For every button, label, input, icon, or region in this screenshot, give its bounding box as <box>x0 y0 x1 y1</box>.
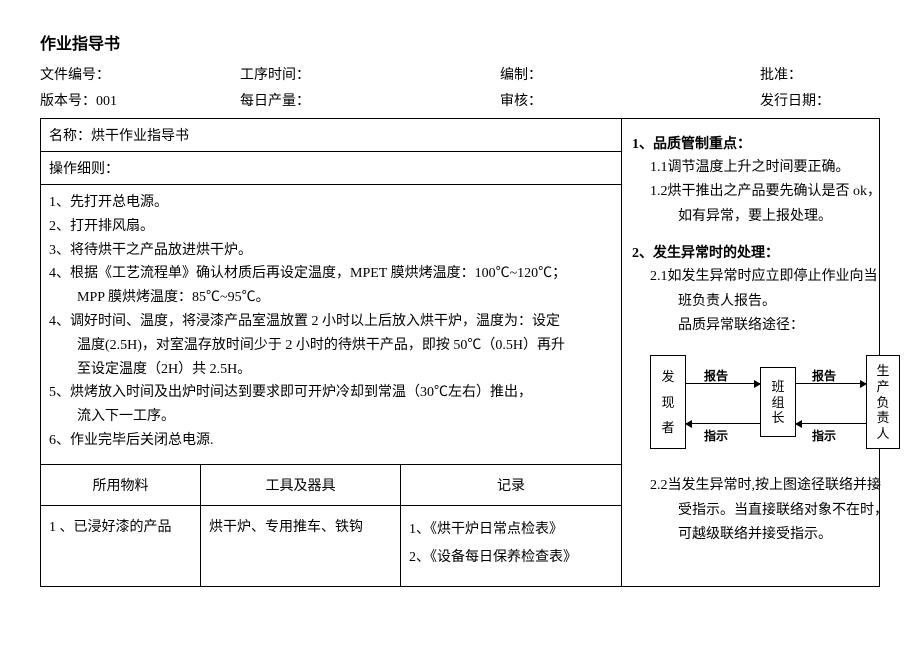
sec2-title: 2、发生异常时的处理： <box>632 242 900 262</box>
meta-version: 版本号：001 <box>40 90 240 110</box>
ops-4b: MPP 膜烘烤温度：85℃~95℃。 <box>77 286 613 310</box>
sec1-2a: 1.2 烘干推出之产品要先确认是否 ok， <box>650 181 900 203</box>
node-prod-manager: 生 产 负 责 人 <box>866 355 900 449</box>
ops-body: 1、先打开总电源。 2、打开排风扇。 3、将待烘干之产品放进烘干炉。 4、根据《… <box>41 185 621 465</box>
arrow-b-a-instruct <box>686 423 760 424</box>
meta-reviewed: 审核： <box>500 90 760 110</box>
meta-approved: 批准： <box>760 64 880 84</box>
th-tools: 工具及器具 <box>201 465 401 505</box>
record-1: 1、《烘干炉日常点检表》 <box>409 516 613 544</box>
sec1-1: 1.1 调节温度上升之时间要正确。 <box>650 157 900 179</box>
sec2-1b: 班负责人报告。 <box>650 291 900 313</box>
doc-title: 作业指导书 <box>40 30 880 54</box>
th-materials: 所用物料 <box>41 465 201 505</box>
main-frame: 名称：烘干作业指导书 操作细则： 1、先打开总电源。 2、打开排风扇。 3、将待… <box>40 118 880 587</box>
meta-daily-output: 每日产量： <box>240 90 500 110</box>
ops-6b: 流入下一工序。 <box>77 405 613 429</box>
ops-5a: 4、调好时间、温度，将浸漆产品室温放置 2 小时以上后放入烘干炉，温度为：设定 <box>49 310 613 334</box>
sec2-2a: 2.2 当发生异常时,按上图途径联络并接 <box>650 475 900 497</box>
sec2-1c: 品质异常联络途径： <box>650 315 900 337</box>
ops-4a: 4、根据《工艺流程单》确认材质后再设定温度，MPET 膜烘烤温度：100℃~12… <box>49 262 613 286</box>
tb-tools: 烘干炉、专用推车、铁钩 <box>201 506 401 586</box>
ops-7: 6、作业完毕后关闭总电源. <box>49 429 613 453</box>
ops-6a: 5、烘烤放入时间及出炉时间达到要求即可开炉冷却到常温（30℃左右）推出， <box>49 381 613 405</box>
sec2-1a: 2.1 如发生异常时应立即停止作业向当 <box>650 266 900 288</box>
ops-5b: 温度(2.5H)，对室温存放时间少于 2 小时的待烘干产品，即按 50℃（0.5… <box>77 334 613 358</box>
tri-header: 所用物料 工具及器具 记录 <box>41 465 621 506</box>
ops-5c: 至设定温度（2H）共 2.5H。 <box>77 358 613 382</box>
lbl-report-2: 报告 <box>812 367 836 384</box>
left-column: 名称：烘干作业指导书 操作细则： 1、先打开总电源。 2、打开排风扇。 3、将待… <box>41 119 621 586</box>
tri-body: 1 、已浸好漆的产品 烘干炉、专用推车、铁钩 1、《烘干炉日常点检表》 2、《设… <box>41 506 621 586</box>
ops-2: 2、打开排风扇。 <box>49 215 613 239</box>
meta-prepared: 编制： <box>500 64 760 84</box>
node-team-leader: 班 组 长 <box>760 367 796 437</box>
meta-file-no: 文件编号： <box>40 64 240 84</box>
ops-3: 3、将待烘干之产品放进烘干炉。 <box>49 239 613 263</box>
right-column: 1、品质管制重点： 1.1 调节温度上升之时间要正确。 1.2 烘干推出之产品要… <box>621 119 910 586</box>
flow-diagram: 发 现 者 班 组 长 生 产 负 责 人 <box>650 345 900 465</box>
name-row: 名称：烘干作业指导书 <box>41 119 621 152</box>
lbl-instruct-1: 指示 <box>704 427 728 444</box>
lbl-report-1: 报告 <box>704 367 728 384</box>
meta-row-2: 版本号：001 每日产量： 审核： 发行日期： <box>40 90 880 110</box>
tb-records: 1、《烘干炉日常点检表》 2、《设备每日保养检查表》 <box>401 506 621 586</box>
sec1-2b: 如有异常，要上报处理。 <box>650 206 900 228</box>
meta-row-1: 文件编号： 工序时间： 编制： 批准： <box>40 64 880 84</box>
lbl-instruct-2: 指示 <box>812 427 836 444</box>
arrow-c-b-instruct <box>796 423 866 424</box>
meta-process-time: 工序时间： <box>240 64 500 84</box>
record-2: 2、《设备每日保养检查表》 <box>409 544 613 572</box>
ops-1: 1、先打开总电源。 <box>49 191 613 215</box>
meta-issue-date: 发行日期： <box>760 90 880 110</box>
sec2-2b: 受指示。当直接联络对象不在时， <box>650 500 900 522</box>
sec1-title: 1、品质管制重点： <box>632 133 900 153</box>
tb-materials: 1 、已浸好漆的产品 <box>41 506 201 586</box>
ops-title: 操作细则： <box>41 152 621 185</box>
sec2-2c: 可越级联络并接受指示。 <box>650 524 900 546</box>
node-discoverer: 发 现 者 <box>650 355 686 449</box>
th-records: 记录 <box>401 465 621 505</box>
